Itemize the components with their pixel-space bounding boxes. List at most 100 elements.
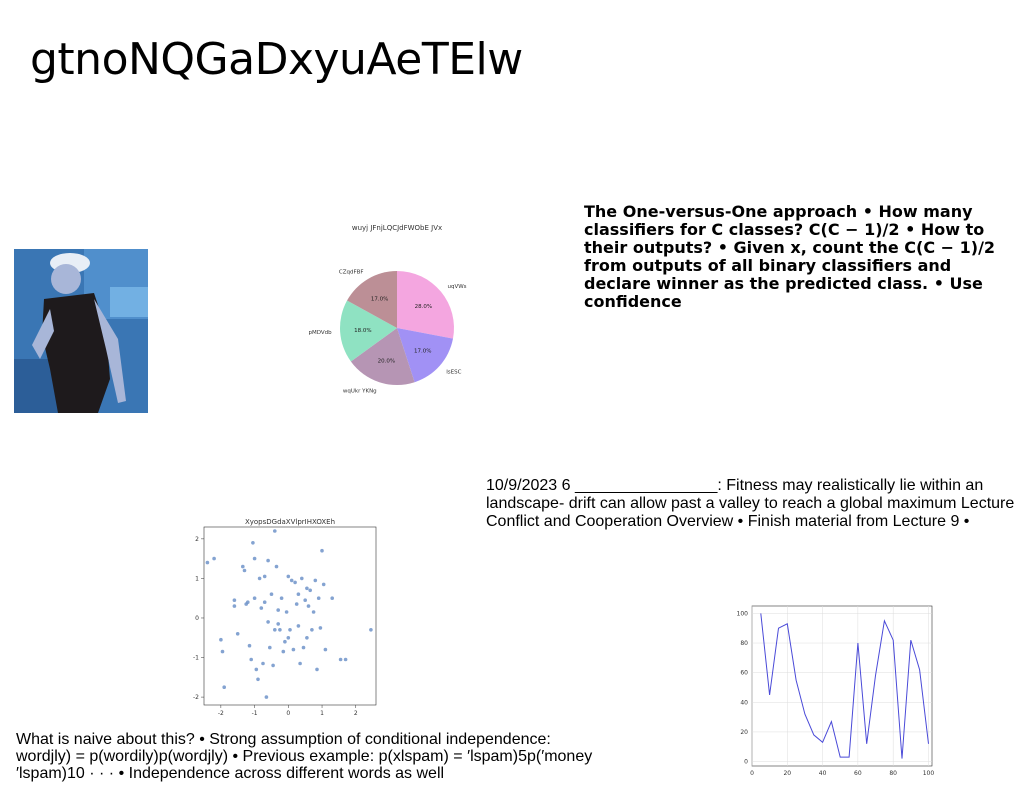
scatter-point bbox=[320, 548, 324, 553]
scatter-y-tick-label: 0 bbox=[195, 615, 199, 622]
pie-percent-label: 18.0% bbox=[354, 328, 371, 334]
scatter-point bbox=[286, 636, 291, 640]
scatter-point bbox=[222, 685, 226, 689]
scatter-point bbox=[266, 558, 270, 563]
scatter-point bbox=[241, 564, 245, 569]
scatter-point bbox=[257, 576, 262, 581]
scatter-y-tick-label: 1 bbox=[195, 575, 199, 582]
scatter-point bbox=[291, 647, 296, 652]
scatter-point bbox=[279, 596, 284, 600]
scatter-point bbox=[286, 574, 291, 579]
scatter-point bbox=[296, 592, 301, 596]
line-series bbox=[760, 613, 929, 759]
pie-slice bbox=[397, 328, 453, 383]
scatter-title: XyopsDGdaXVlprIHXOXEh bbox=[245, 518, 335, 526]
scatter-plot-frame bbox=[203, 526, 377, 706]
line-plot-frame bbox=[751, 605, 933, 767]
pie-title: wuyj JFnjLQCJdFWObE JVx bbox=[352, 224, 442, 232]
line-y-tick-label: 100 bbox=[737, 610, 749, 617]
line-x-tick-label: 20 bbox=[783, 770, 791, 777]
pie-category-label: CZqdFBF bbox=[339, 270, 364, 276]
scatter-point bbox=[318, 626, 323, 630]
scatter-point bbox=[268, 645, 272, 650]
scatter-point bbox=[294, 602, 299, 606]
text-block-fitness-landscape: 10/9/2023 6 ________________: Fitness ma… bbox=[486, 477, 1015, 530]
line-x-tick-label: 100 bbox=[923, 770, 935, 777]
scatter-point bbox=[311, 610, 316, 614]
scatter-chart: XyopsDGdaXVlprIHXOXEh -2 -1 0 1 2 -2 -1 0 1 2 bbox=[193, 518, 377, 717]
scatter-point bbox=[274, 564, 279, 569]
pie-category-label: pMDVdb bbox=[308, 330, 332, 336]
line-x-tick-label: 0 bbox=[750, 770, 754, 777]
scatter-point bbox=[343, 657, 348, 662]
scatter-point bbox=[271, 663, 275, 668]
pie-percent-label: 17.0% bbox=[371, 297, 388, 303]
scatter-point bbox=[298, 661, 302, 666]
pie-category-label: IsESC bbox=[446, 369, 461, 375]
scatter-x-tick-label: 0 bbox=[286, 710, 290, 717]
scatter-point bbox=[259, 606, 264, 610]
pie-percent-label: 17.0% bbox=[414, 349, 431, 355]
scatter-ticks: -2 -1 0 1 2 -2 -1 0 1 2 bbox=[193, 536, 358, 717]
pie-chart: wuyj JFnjLQCJdFWObE JVx 28.0% uqVWs 17.0% I… bbox=[308, 224, 466, 394]
text-block-naive-bayes: What is naive about this? • Strong assum… bbox=[16, 731, 593, 782]
line-x-tick-label: 60 bbox=[854, 770, 862, 777]
scatter-point bbox=[315, 667, 319, 672]
line-x-tick-label: 40 bbox=[819, 770, 827, 777]
line-y-tick-label: 0 bbox=[744, 759, 748, 766]
scatter-point bbox=[220, 649, 225, 654]
scatter-x-tick-label: 1 bbox=[320, 710, 324, 717]
line-y-tick-label: 40 bbox=[740, 699, 748, 706]
scatter-point bbox=[264, 695, 269, 699]
scatter-point bbox=[251, 541, 255, 545]
scatter-point bbox=[235, 632, 240, 636]
scatter-point bbox=[273, 628, 277, 632]
scatter-point bbox=[262, 574, 267, 579]
line-y-tick-label: 80 bbox=[740, 640, 748, 647]
scatter-point bbox=[276, 622, 280, 626]
scatter-point bbox=[212, 556, 216, 561]
pie-slice bbox=[397, 271, 454, 339]
pie-slice bbox=[350, 328, 415, 385]
scatter-point bbox=[305, 636, 309, 640]
scatter-point bbox=[278, 628, 282, 632]
scatter-point bbox=[273, 529, 277, 533]
scatter-point bbox=[249, 657, 253, 662]
pie-percent-label: 20.0% bbox=[378, 359, 395, 365]
scatter-x-tick-label: -2 bbox=[218, 710, 224, 717]
pie-slice bbox=[340, 300, 397, 362]
scatter-point bbox=[252, 596, 257, 600]
scatter-point bbox=[262, 600, 267, 604]
scatter-point bbox=[369, 628, 373, 632]
pie-slice bbox=[347, 271, 397, 328]
scatter-point bbox=[288, 628, 292, 632]
scatter-point bbox=[283, 639, 287, 644]
scatter-point bbox=[254, 667, 259, 672]
pie-percent-label: 28.0% bbox=[415, 304, 432, 310]
scatter-point bbox=[303, 598, 307, 602]
pie-slices bbox=[340, 271, 454, 385]
scatter-point bbox=[313, 578, 318, 583]
line-grid bbox=[751, 606, 932, 766]
line-x-tick-label: 80 bbox=[889, 770, 897, 777]
scatter-point bbox=[308, 588, 312, 593]
scatter-point bbox=[306, 604, 311, 608]
scatter-y-tick-label: -2 bbox=[193, 694, 199, 701]
scatter-y-tick-label: 2 bbox=[195, 536, 199, 543]
scatter-point bbox=[246, 600, 250, 604]
scatter-x-tick-label: 2 bbox=[354, 710, 358, 717]
scatter-point bbox=[316, 596, 321, 600]
scatter-point bbox=[252, 556, 257, 561]
text-block-one-versus-one: The One-versus-One approach • How many c… bbox=[584, 202, 996, 311]
line-ticks: 0 20 40 60 80 100 0 20 40 60 80 100 bbox=[737, 610, 935, 777]
scatter-point bbox=[219, 637, 223, 642]
scatter-points bbox=[205, 529, 373, 699]
scatter-y-tick-label: -1 bbox=[193, 655, 199, 662]
scatter-point bbox=[296, 624, 301, 628]
scatter-point bbox=[247, 643, 252, 648]
line-chart: 0 20 40 60 80 100 0 20 40 60 80 100 bbox=[737, 605, 935, 777]
scatter-point bbox=[256, 677, 260, 682]
scatter-point bbox=[293, 580, 297, 585]
scatter-point bbox=[232, 604, 237, 608]
scatter-point bbox=[205, 560, 210, 565]
